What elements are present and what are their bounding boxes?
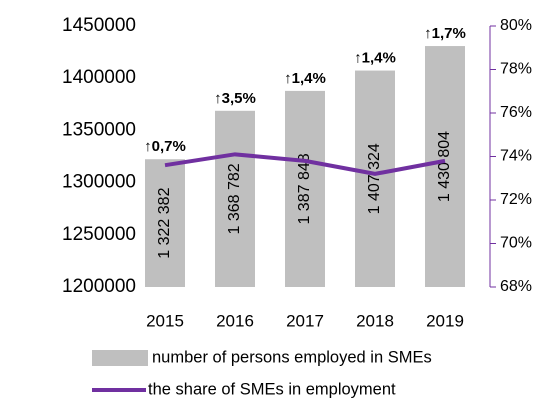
legend-label: the share of SMEs in employment — [148, 380, 396, 398]
x-tick-label: 2019 — [426, 311, 464, 330]
line — [164, 152, 446, 176]
y2-tick-label: 72% — [500, 191, 532, 208]
y2-tick-label: 70% — [500, 235, 532, 252]
bar — [355, 70, 395, 287]
y2-tick-label: 78% — [500, 61, 532, 78]
bar-annotation: ↑1,7% — [424, 25, 466, 42]
bar — [145, 159, 185, 287]
y-tick-label: 1450000 — [62, 15, 136, 36]
bar — [425, 46, 465, 288]
bar-annotation: ↑3,5% — [214, 90, 256, 107]
bar-value-label: 1 387 848 — [296, 153, 313, 224]
y-tick-label: 1250000 — [62, 224, 136, 245]
x-tick-label: 2016 — [216, 311, 254, 330]
y-tick-label: 1350000 — [62, 119, 136, 140]
bar-value-label: 1 430 804 — [436, 131, 453, 202]
y-tick-label: 1400000 — [62, 67, 136, 88]
bar-value-label: 1 407 324 — [366, 143, 383, 214]
y-tick-label: 1300000 — [62, 172, 136, 193]
bar — [215, 110, 255, 287]
x-tick-label: 2017 — [286, 311, 324, 330]
bar-annotation: ↑0,7% — [144, 138, 186, 155]
bar — [285, 90, 325, 287]
x-tick-label: 2018 — [356, 311, 394, 330]
bar-value-label: 1 368 782 — [226, 163, 243, 234]
y2-tick-label: 76% — [500, 104, 532, 121]
legend-label: number of persons employed in SMEs — [152, 348, 432, 366]
y2-tick-label: 74% — [500, 148, 532, 165]
x-tick-label: 2015 — [146, 311, 184, 330]
legend-swatch — [92, 350, 148, 366]
y2-tick-label: 80% — [500, 17, 532, 34]
bar-annotation: ↑1,4% — [284, 70, 326, 87]
bar-value-label: 1 322 382 — [156, 187, 173, 258]
bar-annotation: ↑1,4% — [354, 50, 396, 67]
y-tick-label: 1200000 — [62, 276, 136, 297]
y2-tick-label: 68% — [500, 278, 532, 295]
